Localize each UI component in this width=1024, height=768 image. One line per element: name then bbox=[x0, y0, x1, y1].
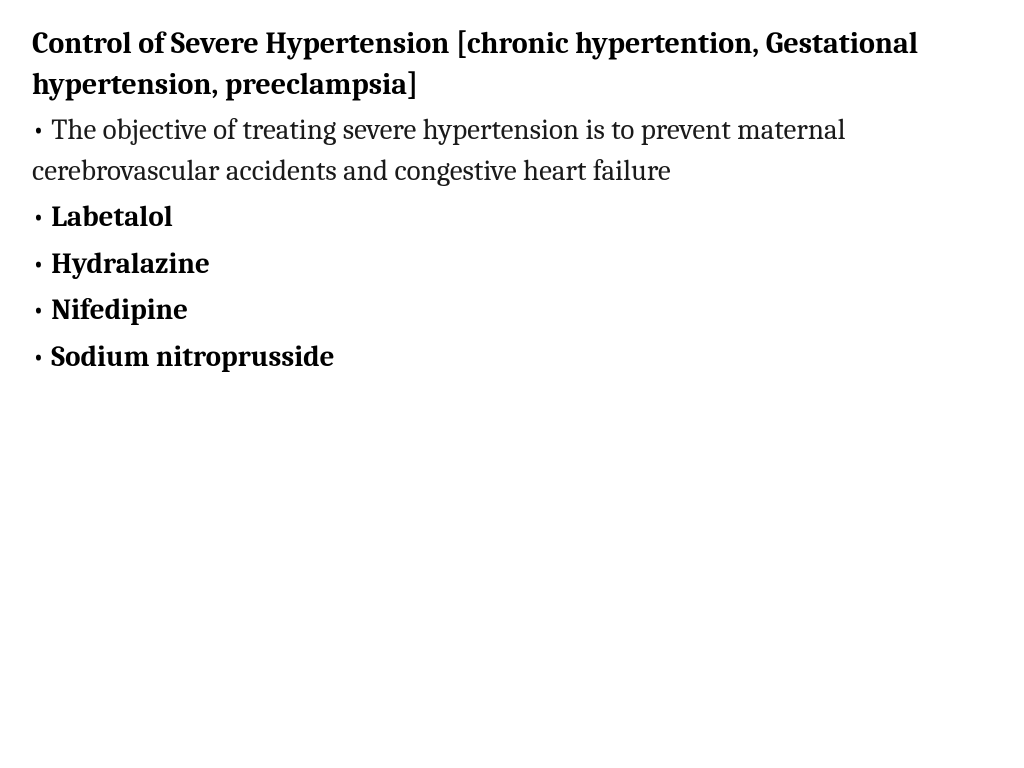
bullet-item: • Sodium nitroprusside bbox=[32, 338, 992, 379]
bullet-item: • Hydralazine bbox=[32, 245, 992, 286]
bullet-text: The objective of treating severe hyperte… bbox=[32, 114, 846, 188]
bullet-marker: • bbox=[32, 294, 51, 327]
slide-heading: Control of Severe Hypertension [chronic … bbox=[32, 24, 992, 105]
bullet-marker: • bbox=[32, 201, 51, 234]
bullet-text: Sodium nitroprusside bbox=[51, 341, 334, 374]
bullet-item: • Labetalol bbox=[32, 198, 992, 239]
bullet-marker: • bbox=[32, 114, 51, 147]
bullet-text: Nifedipine bbox=[51, 294, 188, 327]
bullet-list: • The objective of treating severe hyper… bbox=[32, 111, 992, 379]
bullet-marker: • bbox=[32, 248, 51, 281]
bullet-item: • Nifedipine bbox=[32, 291, 992, 332]
bullet-item: • The objective of treating severe hyper… bbox=[32, 111, 992, 192]
bullet-text: Hydralazine bbox=[51, 248, 210, 281]
bullet-marker: • bbox=[32, 341, 51, 374]
bullet-text: Labetalol bbox=[51, 201, 172, 234]
